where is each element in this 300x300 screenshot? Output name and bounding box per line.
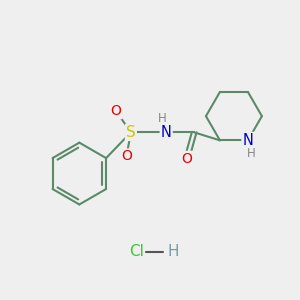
Text: Cl: Cl — [129, 244, 144, 259]
Text: H: H — [247, 147, 255, 160]
Text: O: O — [121, 149, 132, 164]
Text: N: N — [161, 125, 172, 140]
Text: O: O — [182, 152, 192, 166]
Text: S: S — [126, 125, 136, 140]
Text: H: H — [158, 112, 167, 125]
Text: O: O — [111, 104, 122, 118]
Text: N: N — [242, 133, 253, 148]
Text: H: H — [167, 244, 178, 259]
